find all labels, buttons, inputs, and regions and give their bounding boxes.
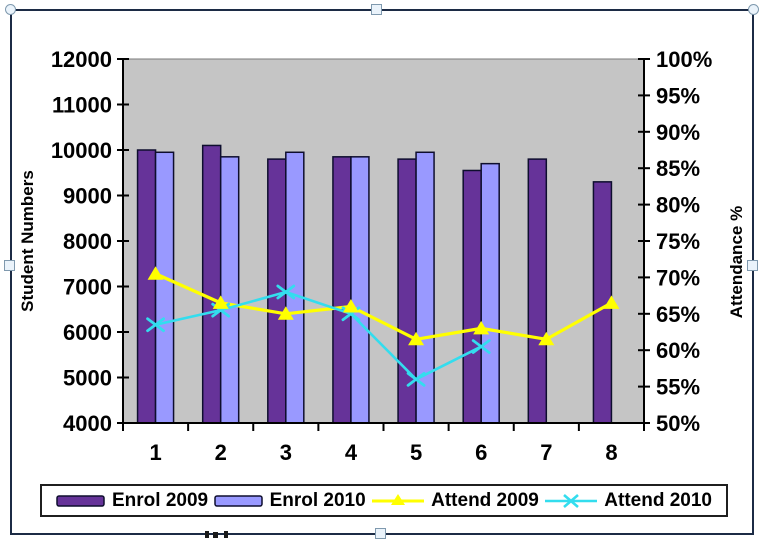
marker-attend-2009-cat7[interactable] — [538, 331, 555, 346]
bar-enrol-2009-cat5[interactable] — [397, 158, 417, 424]
left-axis-title: Student Numbers — [18, 170, 37, 312]
y-right-tick-label: 50% — [656, 411, 700, 436]
bar-enrol-2009-cat7[interactable] — [527, 158, 548, 424]
legend-label: Attend 2009 — [431, 489, 539, 511]
x-tick-label: 3 — [280, 440, 292, 465]
marker-attend-2010-cat5[interactable] — [406, 371, 426, 387]
x-tick-label: 6 — [475, 440, 487, 465]
marker-attend-2009-cat5[interactable] — [408, 331, 425, 346]
marker-attend-2009-cat6[interactable] — [473, 320, 490, 335]
y-left-tick-label: 12000 — [51, 47, 112, 72]
y-left-tick-label: 9000 — [63, 184, 112, 209]
enrol-2010-swatch-icon — [213, 494, 263, 507]
line-attend-2009[interactable] — [153, 272, 614, 341]
enrol-2009-swatch-icon — [56, 494, 105, 507]
marker-attend-2009-cat3[interactable] — [277, 306, 294, 320]
bar-enrol-2010-cat4[interactable] — [350, 156, 370, 424]
line-attend-2010[interactable] — [154, 290, 483, 381]
selection-handle-middle-right[interactable] — [747, 260, 758, 271]
y-left-tick-label: 6000 — [63, 320, 112, 345]
legend-box: Enrol 2009 Enrol 2010 Attend 2009 Attend… — [40, 484, 728, 517]
y-left-tick-label: 4000 — [63, 411, 112, 436]
marker-attend-2010-cat6[interactable] — [471, 339, 491, 354]
y-right-tick-label: 60% — [656, 338, 700, 363]
y-right-tick-label: 85% — [656, 156, 700, 181]
bar-enrol-2009-cat1[interactable] — [136, 149, 157, 424]
x-tick-label: 8 — [605, 440, 617, 465]
bar-enrol-2009-cat4[interactable] — [332, 156, 352, 424]
right-axis-title: Attendance % — [727, 205, 746, 319]
marker-attend-2009-cat4[interactable] — [342, 299, 359, 313]
y-left-tick-label: 11000 — [52, 93, 112, 118]
y-right-tick-label: 80% — [656, 193, 700, 218]
bar-enrol-2010-cat6[interactable] — [480, 162, 500, 424]
y-right-tick-label: 55% — [656, 375, 700, 400]
plot-area — [122, 58, 645, 424]
bar-enrol-2009-cat2[interactable] — [201, 144, 222, 424]
selection-handle-top-center[interactable] — [371, 4, 382, 15]
bar-enrol-2009-cat6[interactable] — [462, 169, 482, 424]
bar-enrol-2010-cat3[interactable] — [285, 151, 305, 424]
selection-handle-top-right[interactable] — [748, 4, 759, 15]
attend-2009-swatch-icon — [372, 493, 425, 505]
selection-handle-top-left[interactable] — [5, 4, 16, 15]
marker-attend-2010-cat3[interactable] — [276, 284, 296, 300]
selection-handle-middle-left[interactable] — [4, 260, 15, 271]
legend-label: Attend 2010 — [604, 489, 712, 511]
x-tick-label: 5 — [410, 440, 422, 465]
y-right-tick-label: 70% — [656, 265, 700, 290]
y-left-tick-label: 5000 — [63, 366, 112, 391]
y-right-tick-label: 100% — [656, 47, 712, 72]
bar-enrol-2010-cat2[interactable] — [219, 156, 240, 424]
y-left-tick-label: 8000 — [63, 229, 112, 254]
bar-enrol-2010-cat1[interactable] — [154, 151, 175, 424]
y-right-tick-label: 65% — [656, 302, 700, 327]
x-tick-label: 7 — [540, 440, 552, 465]
y-left-tick-label: 7000 — [63, 275, 112, 300]
marker-attend-2009-cat1[interactable] — [147, 266, 164, 280]
x-tick-label: 1 — [149, 440, 161, 465]
x-tick-label: 4 — [345, 440, 358, 465]
legend-label: Enrol 2009 — [112, 489, 209, 511]
y-right-tick-label: 75% — [656, 229, 700, 254]
legend-item-enrol-2009[interactable]: Enrol 2009 — [56, 490, 208, 512]
legend-item-enrol-2010[interactable]: Enrol 2010 — [213, 489, 366, 512]
y-right-tick-label: 95% — [656, 83, 700, 108]
x-tick-label: 2 — [215, 440, 227, 465]
marker-attend-2009-cat8[interactable] — [603, 295, 620, 309]
legend-item-attend-2009[interactable]: Attend 2009 — [371, 490, 539, 512]
y-left-tick-label: 10000 — [51, 138, 112, 163]
selection-handle-bottom-center[interactable] — [375, 528, 386, 539]
y-right-tick-label: 90% — [656, 120, 700, 145]
attend-2010-swatch-icon — [545, 493, 598, 508]
marker-attend-2010-cat1[interactable] — [146, 317, 165, 333]
legend-label: Enrol 2010 — [269, 489, 366, 511]
marker-attend-2009-cat2[interactable] — [212, 295, 229, 309]
legend-item-attend-2010[interactable]: Attend 2010 — [544, 490, 712, 512]
